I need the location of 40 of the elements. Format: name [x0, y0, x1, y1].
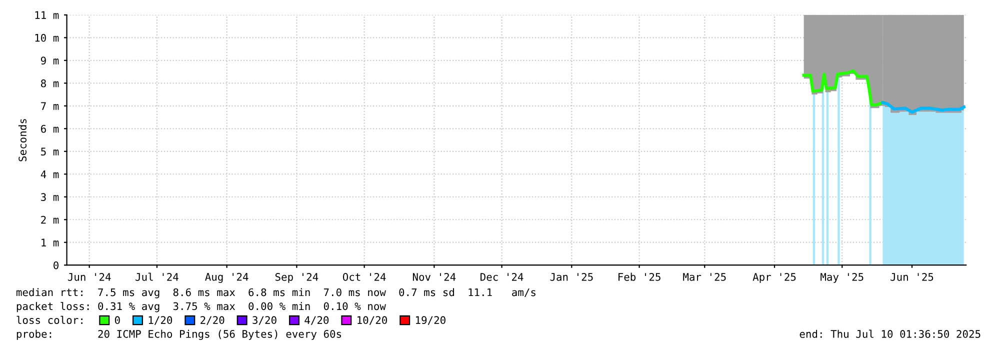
y-tick-label: 11 m	[35, 11, 59, 19]
x-tick-label: Dec '24	[480, 272, 524, 281]
x-tick-label: Jan '25	[550, 272, 593, 281]
legend-label: 3/20	[252, 316, 276, 325]
legend-title: loss color:	[16, 316, 82, 324]
y-tick-label: 7 m	[41, 102, 59, 110]
y-tick-label: 4 m	[40, 170, 59, 178]
y-tick-label: 2 m	[41, 216, 59, 224]
line-series	[881, 100, 966, 114]
y-tick-label: 10 m	[35, 34, 59, 42]
legend-label: 4/20	[304, 316, 329, 325]
x-tick-label: Apr '25	[752, 272, 796, 283]
legend-label: 2/20	[200, 316, 224, 325]
y-tick-label: 8 m	[41, 79, 59, 88]
legend-label: 0	[114, 316, 120, 324]
y-tick-label: 9 m	[40, 56, 59, 65]
x-tick-label: May '25	[820, 272, 864, 283]
x-tick-label: Nov '24	[412, 272, 456, 281]
y-tick-label: 6 m	[41, 124, 59, 133]
x-tick-label: Mar '25	[683, 272, 726, 281]
legend-label: 1/20	[148, 316, 172, 325]
y-axis-title: Seconds	[18, 119, 26, 162]
y-tick-label: 1 m	[42, 238, 59, 246]
x-tick-label: Aug '24	[205, 272, 248, 283]
line-series	[802, 69, 884, 106]
y-tick-label: 3 m	[41, 193, 59, 202]
x-tick-label: Jun '24	[68, 272, 111, 281]
x-tick-label: Jun '25	[890, 272, 934, 281]
text: median rtt: 7.5 ms avg 8.6 ms max 6.8 ms min 7.0 ms now 0.7 ms sd 11.1 am/s	[16, 288, 536, 298]
x-tick-label: Sep '24	[275, 272, 318, 283]
x-tick-label: Oct '24	[342, 272, 386, 281]
y-tick-label: 5 m	[41, 148, 59, 156]
text: probe: 20 ICMP Echo Pings (56 Bytes) every 60s	[16, 330, 342, 340]
x-tick-label: Jul '24	[136, 272, 178, 281]
text: packet loss: 0.31 % avg 3.75 % max 0.00 % min 0.10 % now	[16, 302, 386, 312]
legend-label: 19/20	[416, 316, 446, 325]
text: end: Thu Jul 10 01:36:50 2025	[800, 330, 980, 338]
y-tick-label: 0	[54, 261, 58, 270]
legend-label: 10/20	[358, 316, 387, 325]
x-tick-label: Feb '25	[618, 272, 660, 281]
